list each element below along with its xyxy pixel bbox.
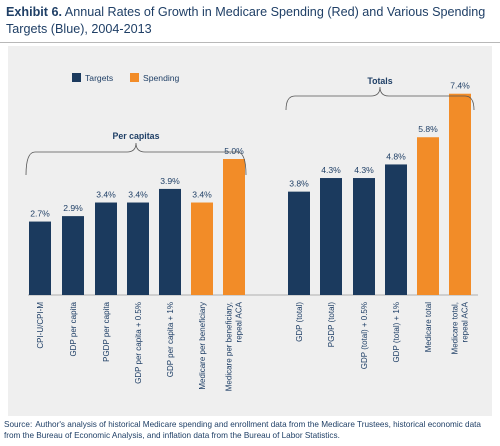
category-label: Medicare per beneficiary — [198, 302, 207, 390]
bar — [127, 202, 149, 295]
data-label: 5.0% — [224, 146, 244, 156]
bar — [95, 202, 117, 295]
legend-swatch — [130, 73, 139, 82]
category-label: Medicare per beneficiary,repeal ACA — [225, 301, 244, 391]
category-label: GDP per capita + 0.5% — [134, 302, 143, 384]
category-label: GDP per capita — [69, 301, 78, 356]
source-text: Author's analysis of historical Medicare… — [4, 420, 481, 440]
data-label: 3.9% — [160, 176, 180, 186]
group-label-totals: Totals — [367, 76, 392, 86]
data-label: 3.4% — [96, 190, 116, 200]
bar — [417, 137, 439, 295]
group-label-per-capitas: Per capitas — [113, 131, 160, 141]
data-label: 4.3% — [321, 165, 341, 175]
legend-label: Targets — [85, 73, 113, 83]
data-label: 7.4% — [450, 81, 470, 91]
data-label: 3.4% — [192, 190, 212, 200]
source-label: Source: — [4, 420, 33, 429]
bar — [449, 93, 471, 295]
category-label: GDP (total) — [295, 302, 304, 342]
bar — [62, 216, 84, 295]
bar — [320, 178, 342, 295]
source-note: Source: Author's analysis of historical M… — [4, 419, 498, 441]
exhibit-number: Exhibit 6. — [6, 5, 62, 19]
category-label: Medicare total — [424, 302, 433, 352]
data-label: 4.8% — [386, 151, 406, 161]
data-label: 3.4% — [128, 190, 148, 200]
legend-label: Spending — [143, 73, 180, 83]
exhibit-title: Exhibit 6. Annual Rates of Growth in Med… — [6, 4, 496, 37]
data-label: 2.7% — [30, 209, 50, 219]
category-label: PGDP (total) — [327, 302, 336, 348]
bar — [353, 178, 375, 295]
totals-bracket — [285, 86, 475, 111]
bar — [223, 159, 245, 295]
data-label: 5.8% — [418, 124, 438, 134]
category-label: CPI-U/CPI-M — [36, 302, 45, 349]
data-label: 2.9% — [63, 203, 83, 213]
bar — [191, 202, 213, 295]
category-label: Medicare total,repeal ACA — [451, 301, 470, 354]
data-label: 4.3% — [354, 165, 374, 175]
bar — [29, 221, 51, 295]
category-label: GDP per capita + 1% — [166, 302, 175, 377]
chart-panel — [8, 46, 492, 416]
bar — [159, 188, 181, 295]
data-label: 3.8% — [289, 179, 309, 189]
category-label: GDP (total) + 0.5% — [360, 302, 369, 369]
bar — [385, 164, 407, 295]
legend-swatch — [72, 73, 81, 82]
per-capitas-bracket — [25, 142, 247, 176]
bar — [288, 191, 310, 295]
exhibit-title-text: Annual Rates of Growth in Medicare Spend… — [6, 5, 486, 36]
title-divider — [0, 42, 500, 43]
category-label: GDP (total) + 1% — [392, 302, 401, 363]
category-label: PGDP per capita — [102, 301, 111, 361]
